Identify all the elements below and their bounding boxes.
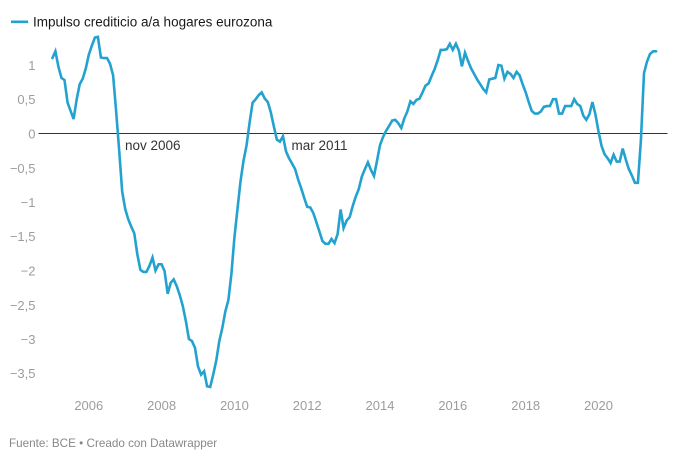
svg-text:−2,5: −2,5 [10, 298, 36, 313]
svg-text:−3,5: −3,5 [10, 366, 36, 381]
svg-text:−3: −3 [21, 332, 36, 347]
svg-text:0: 0 [28, 127, 35, 142]
svg-text:−0,5: −0,5 [10, 161, 36, 176]
svg-text:−1: −1 [21, 195, 36, 210]
svg-text:Fuente: BCE • Creado con Dataw: Fuente: BCE • Creado con Datawrapper [9, 437, 217, 450]
svg-text:mar 2011: mar 2011 [292, 138, 348, 153]
svg-text:−2: −2 [21, 264, 36, 279]
svg-text:2016: 2016 [438, 398, 467, 413]
svg-text:2010: 2010 [220, 398, 249, 413]
svg-text:nov 2006: nov 2006 [125, 138, 181, 153]
svg-text:2018: 2018 [511, 398, 540, 413]
svg-text:2008: 2008 [147, 398, 176, 413]
svg-text:2006: 2006 [74, 398, 103, 413]
svg-text:1: 1 [28, 58, 35, 73]
svg-text:2014: 2014 [366, 398, 395, 413]
svg-text:2012: 2012 [293, 398, 322, 413]
svg-text:0,5: 0,5 [17, 92, 35, 107]
svg-text:Impulso crediticio a/a hogares: Impulso crediticio a/a hogares eurozona [33, 15, 273, 30]
svg-text:−1,5: −1,5 [10, 229, 36, 244]
svg-text:2020: 2020 [584, 398, 613, 413]
